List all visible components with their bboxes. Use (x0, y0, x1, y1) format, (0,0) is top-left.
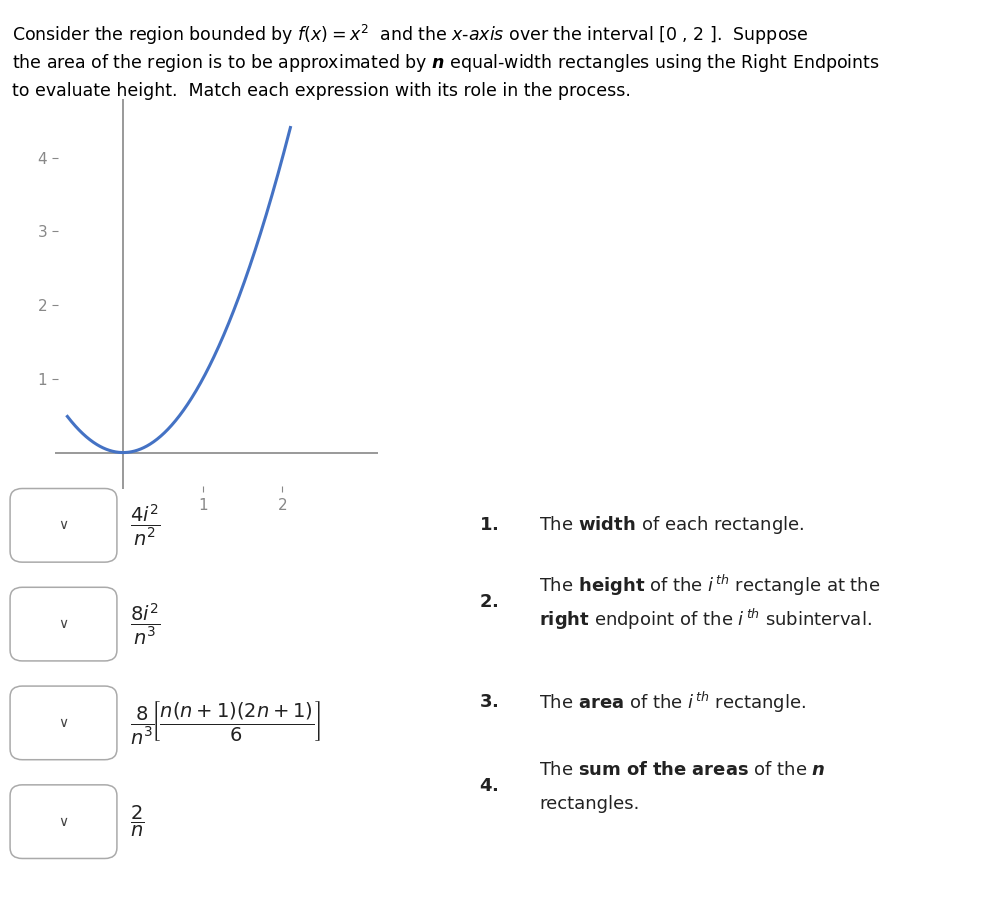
Text: $\dfrac{8}{n^3}\!\left[\dfrac{n(n+1)(2n+1)}{6}\right]$: $\dfrac{8}{n^3}\!\left[\dfrac{n(n+1)(2n+… (130, 700, 322, 746)
Text: The $\mathbf{width}$ of each rectangle.: The $\mathbf{width}$ of each rectangle. (539, 515, 804, 536)
Text: the area of the region is to be approximated by $\boldsymbol{n}$ equal-width rec: the area of the region is to be approxim… (12, 52, 880, 74)
Text: The $\mathbf{height}$ of the $i\,^{th}$ rectangle at the: The $\mathbf{height}$ of the $i\,^{th}$ … (539, 573, 881, 598)
Text: $\vee$: $\vee$ (58, 518, 69, 533)
Text: Consider the region bounded by $f\left(x\right) = x^2$  and the $x$-$axis$ over : Consider the region bounded by $f\left(x… (12, 22, 808, 47)
Text: $\vee$: $\vee$ (58, 814, 69, 829)
Text: rectangles.: rectangles. (539, 795, 640, 813)
Text: The $\mathbf{area}$ of the $i\,^{th}$ rectangle.: The $\mathbf{area}$ of the $i\,^{th}$ re… (539, 690, 806, 715)
Text: The $\mathbf{sum\ of\ the\ areas}$ of the $\boldsymbol{n}$: The $\mathbf{sum\ of\ the\ areas}$ of th… (539, 761, 826, 779)
Text: $\mathbf{2.}$: $\mathbf{2.}$ (479, 593, 498, 611)
Text: $\vee$: $\vee$ (58, 716, 69, 730)
Text: $\mathbf{1.}$: $\mathbf{1.}$ (479, 516, 498, 534)
Text: $\vee$: $\vee$ (58, 617, 69, 631)
Text: $\mathbf{3.}$: $\mathbf{3.}$ (479, 693, 498, 711)
Text: $\mathbf{right}$ endpoint of the $i\,^{th}$ subinterval.: $\mathbf{right}$ endpoint of the $i\,^{t… (539, 607, 872, 632)
Text: $\dfrac{8i^2}{n^3}$: $\dfrac{8i^2}{n^3}$ (130, 602, 160, 647)
Text: $\dfrac{4i^2}{n^2}$: $\dfrac{4i^2}{n^2}$ (130, 503, 160, 548)
Text: to evaluate height.  Match each expression with its role in the process.: to evaluate height. Match each expressio… (12, 82, 631, 100)
Text: $\dfrac{2}{n}$: $\dfrac{2}{n}$ (130, 804, 144, 840)
Text: $\mathbf{4.}$: $\mathbf{4.}$ (479, 777, 498, 795)
